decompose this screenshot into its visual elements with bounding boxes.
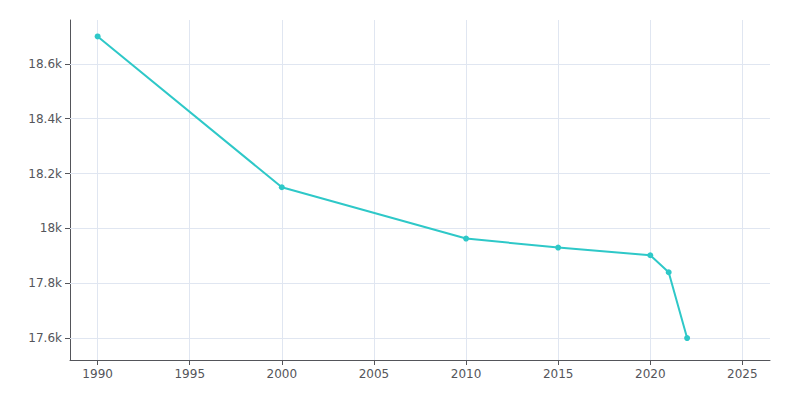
svg-text:2010: 2010: [451, 367, 482, 381]
svg-text:1995: 1995: [174, 367, 205, 381]
svg-text:18.2k: 18.2k: [28, 167, 62, 181]
svg-text:1990: 1990: [82, 367, 113, 381]
svg-text:18k: 18k: [40, 221, 62, 235]
svg-text:2015: 2015: [543, 367, 574, 381]
svg-text:17.6k: 17.6k: [28, 331, 62, 345]
svg-text:17.8k: 17.8k: [28, 276, 62, 290]
svg-text:2025: 2025: [727, 367, 758, 381]
svg-text:2005: 2005: [359, 367, 390, 381]
svg-text:18.6k: 18.6k: [28, 57, 62, 71]
svg-text:18.4k: 18.4k: [28, 112, 62, 126]
svg-text:2020: 2020: [635, 367, 666, 381]
svg-text:2000: 2000: [267, 367, 298, 381]
